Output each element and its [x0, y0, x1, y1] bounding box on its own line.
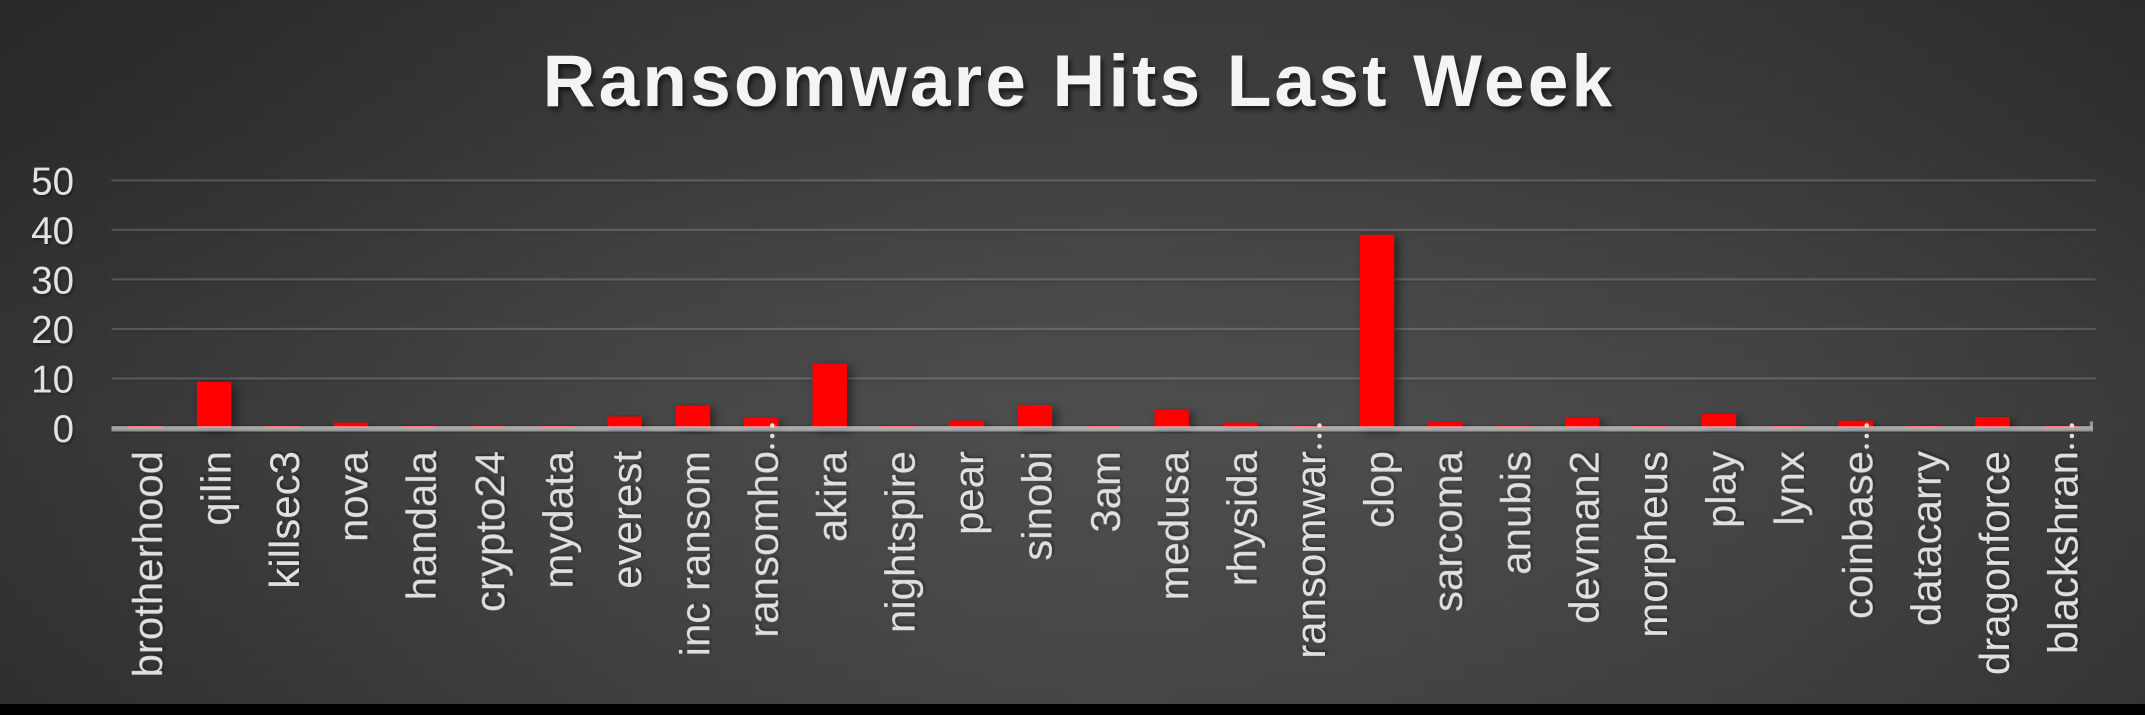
svg-text:ransomho: ransomho: [740, 451, 787, 638]
svg-text:devman2: devman2: [1561, 451, 1608, 624]
svg-text:nova: nova: [329, 450, 376, 542]
svg-text:sarcoma: sarcoma: [1424, 450, 1471, 612]
svg-text:mydata: mydata: [535, 450, 582, 588]
svg-text:lynx: lynx: [1766, 451, 1813, 526]
svg-text:20: 20: [31, 309, 74, 352]
svg-text:play: play: [1697, 451, 1744, 528]
svg-text:brotherhood: brotherhood: [124, 451, 171, 678]
svg-text:sinobi: sinobi: [1013, 451, 1060, 561]
svg-text:pear: pear: [945, 451, 992, 535]
svg-text:crypto24: crypto24: [466, 451, 513, 612]
svg-text:akira: akira: [808, 450, 855, 542]
svg-text:0: 0: [53, 408, 74, 451]
svg-text:datacarry: datacarry: [1903, 451, 1950, 626]
svg-text:qilin: qilin: [193, 451, 240, 526]
svg-text:30: 30: [31, 259, 74, 302]
svg-text:50: 50: [31, 160, 74, 203]
svg-text:rhysida: rhysida: [1219, 450, 1266, 586]
svg-text:blackshran: blackshran: [2039, 451, 2086, 654]
svg-text:nightspire: nightspire: [877, 451, 924, 633]
svg-text:anubis: anubis: [1492, 451, 1539, 575]
svg-text:3am: 3am: [1082, 451, 1129, 533]
svg-text:coinbase: coinbase: [1834, 451, 1881, 619]
svg-text:clop: clop: [1355, 451, 1402, 528]
svg-text:morpheus: morpheus: [1629, 451, 1676, 638]
svg-text:everest: everest: [603, 451, 650, 589]
svg-text:dragonforce: dragonforce: [1971, 451, 2018, 675]
svg-text:10: 10: [31, 359, 74, 402]
svg-text:killsec3: killsec3: [261, 451, 308, 589]
svg-text:ransomwar: ransomwar: [1287, 451, 1334, 659]
svg-text:inc ransom: inc ransom: [671, 451, 718, 656]
svg-text:Ransomware Hits Last Week: Ransomware Hits Last Week: [543, 41, 1616, 122]
svg-text:medusa: medusa: [1150, 450, 1197, 600]
svg-text:handala: handala: [398, 450, 445, 600]
svg-text:40: 40: [31, 210, 74, 253]
